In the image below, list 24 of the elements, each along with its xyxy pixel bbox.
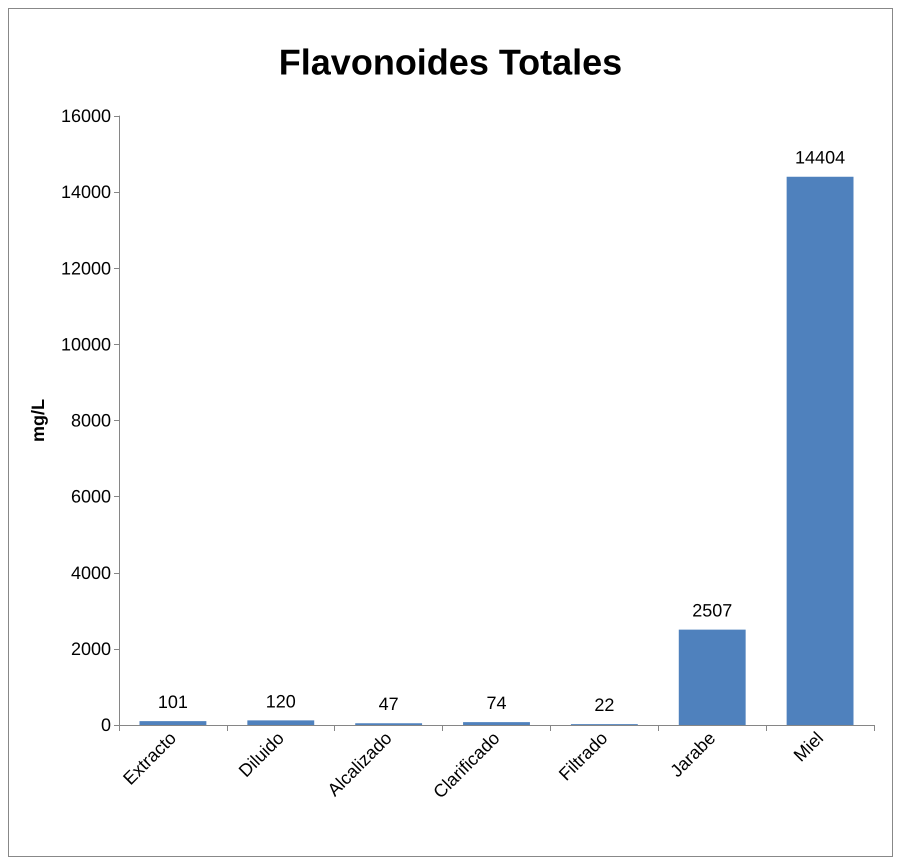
y-axis-title: mg/L — [28, 399, 48, 442]
data-label: 2507 — [692, 600, 732, 621]
data-label: 22 — [594, 695, 614, 716]
data-label: 101 — [158, 692, 188, 712]
data-label: 74 — [486, 693, 507, 714]
bar — [463, 722, 530, 725]
y-tick-label: 8000 — [70, 410, 111, 430]
data-label: 47 — [378, 694, 399, 714]
y-tick-label: 12000 — [60, 258, 111, 278]
data-label: 14404 — [795, 148, 846, 168]
y-tick-label: 16000 — [60, 106, 111, 126]
y-tick-label: 14000 — [60, 182, 111, 202]
y-tick-label: 4000 — [70, 562, 111, 583]
chart-title: Flavonoides Totales — [278, 42, 622, 82]
y-tick-label: 0 — [100, 715, 111, 735]
data-label: 120 — [266, 691, 296, 712]
y-tick-label: 2000 — [70, 638, 111, 659]
y-tick-label: 6000 — [70, 486, 111, 507]
bar — [678, 630, 746, 725]
bar — [139, 721, 206, 725]
bar — [786, 176, 854, 725]
bar — [247, 720, 314, 725]
x-tick-label: Miel — [790, 728, 828, 766]
y-tick-label: 10000 — [60, 334, 111, 354]
